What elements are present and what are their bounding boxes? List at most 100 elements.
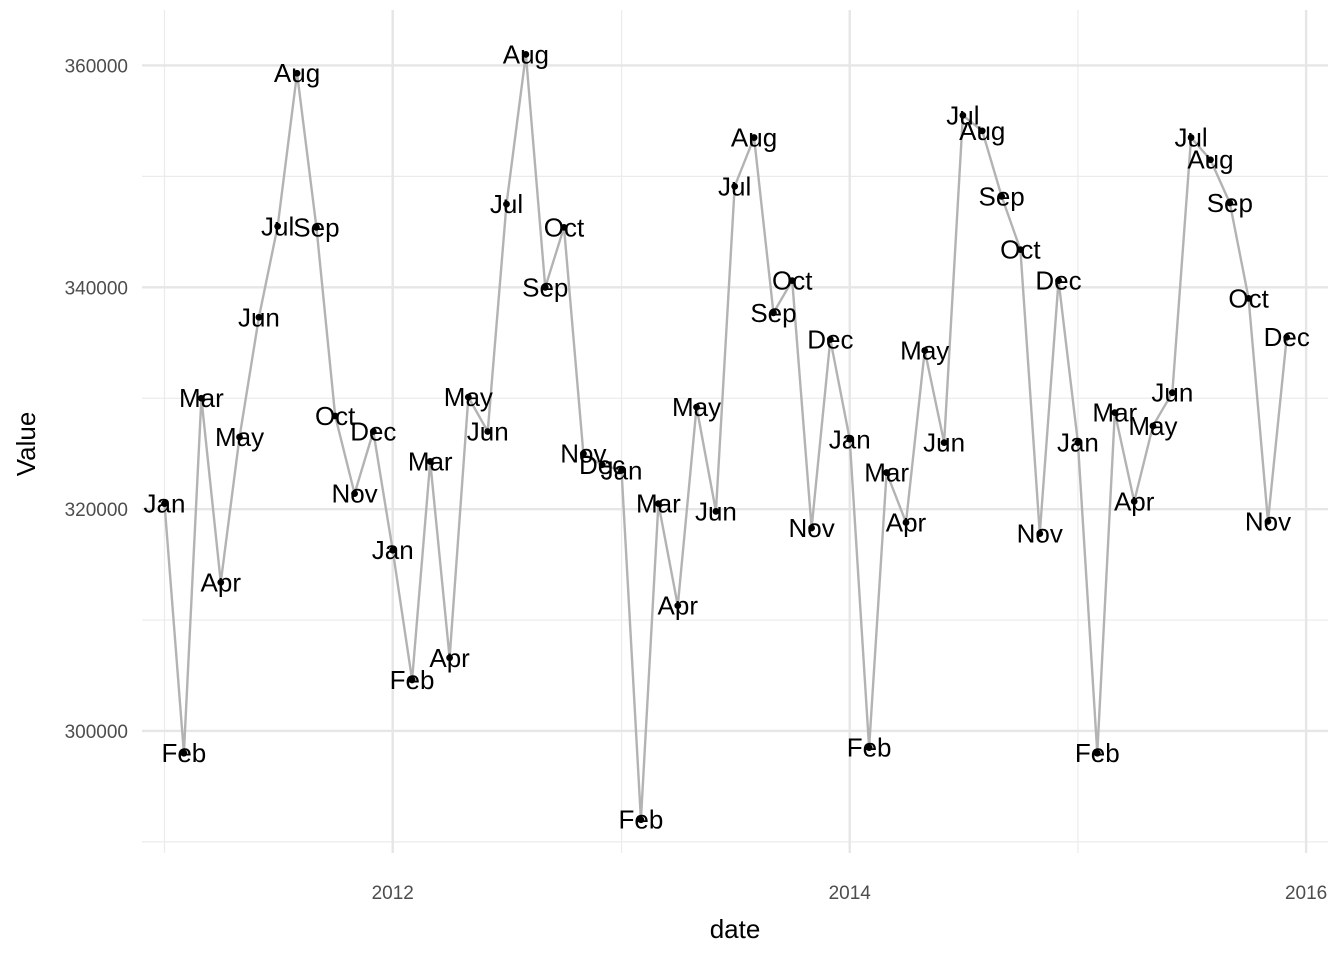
point-label: Dec (579, 450, 625, 480)
data-point (1130, 497, 1138, 505)
series-line (163, 53, 1288, 821)
point-label: Mar (179, 383, 224, 413)
point-label: Aug (503, 39, 549, 69)
point-label: Jul (490, 189, 523, 219)
data-point (598, 461, 606, 469)
point-label: May (215, 422, 264, 452)
data-point (865, 744, 873, 752)
data-point (921, 347, 929, 354)
data-point (712, 507, 720, 515)
data-point (637, 816, 645, 824)
data-series (163, 53, 1288, 821)
data-point (236, 433, 243, 441)
data-point (674, 602, 682, 610)
point-label: Apr (658, 591, 699, 621)
point-label: Dec (1264, 322, 1310, 352)
data-point (1226, 199, 1234, 207)
point-label: Nov (331, 479, 377, 509)
point-label: Jul (718, 171, 751, 201)
point-label: Jun (1151, 378, 1193, 408)
data-point (464, 393, 472, 401)
data-point (161, 500, 168, 507)
point-label: Jun (923, 428, 965, 458)
x-tick-label: 2014 (829, 883, 872, 904)
point-label: Apr (429, 643, 470, 673)
data-point (770, 309, 777, 317)
data-point (846, 435, 854, 443)
data-point (978, 127, 986, 135)
data-point (731, 182, 739, 190)
data-point (313, 224, 320, 231)
point-label: Nov (1017, 519, 1063, 549)
data-point (883, 469, 891, 476)
point-labels: JanFebMarAprMayJunJulAugSepOctNovDecJanF… (144, 39, 1310, 834)
data-point (426, 458, 434, 465)
data-point (541, 283, 549, 291)
data-point (484, 428, 492, 435)
point-label: Sep (750, 298, 796, 328)
data-point (197, 394, 205, 402)
point-label: Apr (886, 507, 927, 537)
data-point (1093, 749, 1101, 757)
point-label: Jun (238, 302, 280, 332)
point-label: Jul (1174, 123, 1207, 153)
point-label: Feb (1075, 738, 1120, 768)
y-tick-label: 340000 (65, 278, 128, 299)
data-point (1149, 422, 1157, 430)
data-point (1036, 530, 1044, 537)
point-label: Oct (315, 401, 356, 431)
y-tick-label: 320000 (65, 500, 128, 521)
point-label: Mar (1092, 398, 1137, 428)
point-label: Jul (946, 100, 979, 130)
point-label: Aug (1187, 145, 1233, 175)
data-point (408, 676, 416, 684)
data-point (826, 336, 834, 343)
x-tick-label: 2012 (372, 883, 414, 904)
data-point (808, 524, 815, 532)
point-label: Feb (390, 665, 435, 695)
x-tick-label: 2016 (1285, 883, 1327, 904)
point-label: Mar (864, 458, 909, 488)
point-label: Aug (959, 116, 1005, 146)
point-label: Jun (695, 496, 737, 526)
data-point (180, 749, 188, 757)
y-tick-label: 300000 (65, 722, 128, 743)
data-point (579, 450, 587, 458)
point-label: Sep (1207, 188, 1253, 218)
data-point (293, 69, 301, 77)
point-label: Jul (261, 211, 294, 241)
data-point (693, 403, 700, 411)
data-point (274, 222, 282, 230)
data-point (446, 654, 453, 662)
data-point (902, 519, 910, 526)
x-axis-title: date (710, 914, 761, 944)
point-label: Oct (544, 212, 585, 242)
data-point (655, 500, 662, 507)
data-point (560, 224, 568, 231)
data-point (369, 428, 377, 435)
data-point (1055, 277, 1062, 285)
point-label: Apr (1114, 486, 1155, 516)
point-label: Apr (201, 567, 242, 597)
data-points (161, 50, 1291, 824)
data-point (522, 50, 530, 58)
point-label: Oct (1228, 283, 1269, 313)
point-label: Nov (788, 513, 834, 543)
point-label: Feb (619, 805, 664, 835)
point-label: Feb (161, 738, 206, 768)
point-label: May (444, 382, 493, 412)
point-label: Jan (1057, 428, 1099, 458)
point-label: Mar (636, 489, 681, 519)
point-label: May (900, 336, 949, 366)
data-point (998, 192, 1006, 200)
data-point (1017, 246, 1024, 253)
data-point (788, 277, 796, 285)
data-point (750, 134, 758, 141)
y-axis-ticks: 300000 320000 340000 360000 (65, 56, 128, 743)
data-point (1245, 294, 1252, 302)
data-point (1264, 517, 1272, 525)
point-label: Feb (847, 733, 892, 763)
data-point (618, 466, 625, 474)
point-label: Dec (807, 324, 853, 354)
point-label: Jan (601, 455, 643, 485)
